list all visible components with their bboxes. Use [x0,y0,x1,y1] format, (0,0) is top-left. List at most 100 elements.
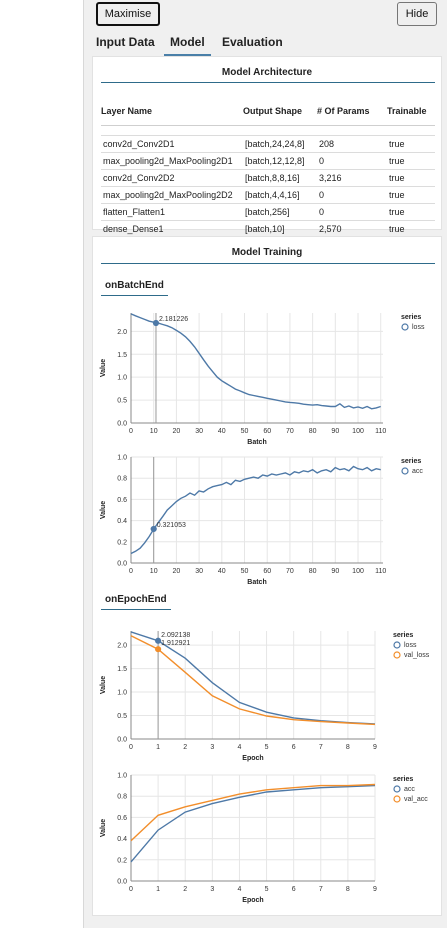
hover-point [155,646,162,653]
header-trainable: Trainable [387,97,435,126]
header-params: # Of Params [317,97,387,126]
tab-bar: Input Data Model Evaluation [92,34,442,56]
x-tick-label: 50 [241,428,249,435]
batch-acc-chart: 0 10 20 30 40 50 60 70 80 90 100 110 0.0 0.2 0.4 0.6 0.8… [100,455,423,587]
x-axis-title: Epoch [242,897,263,904]
x-tick-label: 70 [286,428,294,435]
series-line-acc [130,465,381,555]
x-tick-label: 20 [173,568,181,575]
hover-value-label: 0.321053 [157,522,186,529]
params-cell: 208 [317,135,387,153]
x-tick-label: 3 [210,744,214,751]
x-tick-label: 90 [331,428,339,435]
layer-name-cell: conv2d_Conv2D2 [101,169,243,187]
x-tick-label: 10 [150,568,158,575]
x-tick-label: 7 [319,744,323,751]
x-tick-label: 5 [265,744,269,751]
legend-title: series [393,632,413,639]
layer-name-cell: flatten_Flatten1 [101,203,243,221]
trainable-cell: true [387,152,435,170]
table-row: conv2d_Conv2D2 [batch,8,8,16] 3,216 true [101,169,435,187]
architecture-table: Layer Name Output Shape # Of Params Trai… [101,97,435,238]
x-tick-label: 0 [129,568,133,575]
table-row: flatten_Flatten1 [batch,256] 0 true [101,203,435,221]
y-tick-label: 0.0 [117,421,127,428]
legend-title: series [393,776,413,783]
x-tick-label: 8 [346,744,350,751]
x-tick-label: 40 [218,568,226,575]
x-tick-label: 0 [129,744,133,751]
x-tick-label: 100 [352,428,364,435]
trainable-cell: true [387,203,435,221]
series-line-acc [130,784,376,863]
batch-loss-chart: 0 10 20 30 40 50 60 70 80 90 100 110 0.0 0.5 1.0 1.5 2.0… [100,313,425,446]
x-tick-label: 4 [237,886,241,893]
output-shape-cell: [batch,24,24,8] [243,135,317,153]
hover-point [152,319,160,327]
layer-name-cell: max_pooling2d_MaxPooling2D1 [101,152,243,170]
legend-symbol-acc [393,785,401,793]
architecture-title: Model Architecture [221,67,313,78]
x-tick-label: 30 [195,568,203,575]
y-tick-label: 0.0 [117,561,127,568]
tab-evaluation[interactable]: Evaluation [222,35,283,49]
y-tick-label: 1.0 [117,375,127,382]
y-tick-label: 1.5 [117,352,127,359]
trainable-cell: true [387,169,435,187]
legend-symbol-val_loss [393,651,401,659]
legend-title: series [401,458,421,465]
params-cell: 3,216 [317,169,387,187]
y-tick-label: 1.5 [117,666,127,673]
output-shape-cell: [batch,8,8,16] [243,169,317,187]
trainable-cell: true [387,220,435,238]
output-shape-cell: [batch,10] [243,220,317,238]
output-shape-cell: [batch,12,12,8] [243,152,317,170]
legend-label-acc: acc [404,786,415,793]
hide-button[interactable]: Hide [397,2,437,26]
batch-section-title: onBatchEnd [101,280,168,296]
series-line-val_acc [130,783,376,842]
series-line-loss [130,313,381,410]
legend-label-loss: loss [412,324,425,331]
header-spacer [101,125,435,136]
table-row: conv2d_Conv2D1 [batch,24,24,8] 208 true [101,135,435,153]
trainable-cell: true [387,186,435,204]
tab-input-data[interactable]: Input Data [96,35,155,49]
legend-label-val_acc: val_acc [404,796,428,803]
y-axis-title: Value [100,501,107,519]
x-tick-label: 7 [319,886,323,893]
x-tick-label: 60 [263,428,271,435]
x-tick-label: 50 [241,568,249,575]
layer-name-cell: max_pooling2d_MaxPooling2D2 [101,186,243,204]
table-row: dense_Dense1 [batch,10] 2,570 true [101,220,435,238]
y-tick-label: 0.5 [117,398,127,405]
y-tick-label: 0.4 [117,836,127,843]
epoch-loss-chart: 0 1 2 3 4 5 6 7 8 9 0.0 0.5 1.0 1.5 2.0 Epoch Value serie… [100,631,430,762]
x-axis-title: Batch [247,579,266,586]
legend-symbol-val_acc [393,795,401,803]
y-tick-label: 0.8 [117,476,127,483]
y-tick-label: 0.2 [117,857,127,864]
architecture-title-rule [101,82,435,83]
x-tick-label: 6 [292,744,296,751]
x-axis-title: Epoch [242,755,263,762]
x-tick-label: 1 [156,744,160,751]
x-tick-label: 20 [173,428,181,435]
tab-model[interactable]: Model [164,34,211,56]
training-title-rule [101,263,435,264]
y-tick-label: 0.0 [117,737,127,744]
x-tick-label: 110 [375,428,386,435]
hover-value-label: 2.181226 [159,316,188,323]
training-title: Model Training [231,247,303,258]
x-tick-label: 6 [292,886,296,893]
maximise-button[interactable]: Maximise [96,2,160,26]
legend-symbol-loss [401,323,409,331]
trainable-cell: true [387,135,435,153]
x-tick-label: 80 [309,568,317,575]
hover-value-label: 1.912921 [161,640,190,647]
output-shape-cell: [batch,256] [243,203,317,221]
y-tick-label: 0.6 [117,497,127,504]
x-tick-label: 1 [156,886,160,893]
x-tick-label: 2 [183,886,187,893]
layer-name-cell: conv2d_Conv2D1 [101,135,243,153]
